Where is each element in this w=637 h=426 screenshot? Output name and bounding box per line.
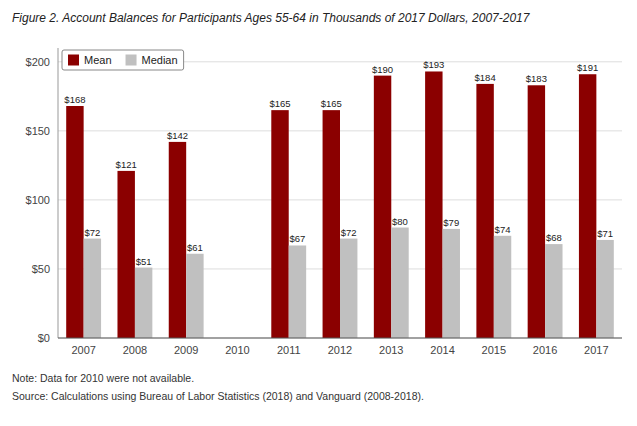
- bar: [391, 228, 408, 338]
- y-axis: [58, 48, 59, 338]
- title: Figure 2. Account Balances for Participa…: [12, 11, 531, 25]
- data-label: $191: [577, 62, 598, 73]
- bar: [579, 74, 596, 338]
- x-tick-label: 2014: [430, 344, 454, 356]
- legend-label: Mean: [84, 54, 112, 66]
- bar: [494, 236, 511, 338]
- data-label: $51: [136, 256, 152, 267]
- data-label: $184: [475, 72, 496, 83]
- bar: [271, 110, 288, 338]
- x-tick-label: 2016: [533, 344, 557, 356]
- data-label: $74: [495, 224, 511, 235]
- annotation: Source: Calculations using Bureau of Lab…: [12, 390, 424, 402]
- bar: [135, 268, 152, 338]
- x-tick-label: 2015: [482, 344, 506, 356]
- data-label: $68: [546, 232, 562, 243]
- bar: [596, 240, 613, 338]
- bar: [374, 76, 391, 338]
- legend-swatch: [126, 55, 137, 66]
- bar: [443, 229, 460, 338]
- bar: [476, 84, 493, 338]
- x-tick-label: 2011: [277, 344, 301, 356]
- bar: [186, 254, 203, 338]
- legend-box: [62, 50, 184, 70]
- y-tick-label: $150: [26, 125, 50, 137]
- data-label: $72: [84, 227, 100, 238]
- x-tick-label: 2017: [584, 344, 608, 356]
- x-tick-label: 2010: [225, 344, 249, 356]
- data-label: $193: [423, 59, 444, 70]
- x-tick-label: 2008: [123, 344, 147, 356]
- bar: [84, 239, 101, 338]
- bars: [66, 71, 614, 338]
- data-label: $165: [269, 98, 290, 109]
- y-tick-label: $0: [38, 332, 50, 344]
- bar: [289, 245, 306, 338]
- bar: [323, 110, 340, 338]
- bar: [66, 106, 83, 338]
- bar: [545, 244, 562, 338]
- data-label: $61: [187, 242, 203, 253]
- y-tick-label: $200: [26, 56, 50, 68]
- data-label: $71: [597, 228, 613, 239]
- legend: Mean Median: [62, 50, 184, 70]
- data-labels: $168 $121 $142 $165 $165 $190 $193 $184 $183 $191…: [64, 59, 613, 266]
- data-label: $67: [290, 233, 306, 244]
- bar: [528, 85, 545, 338]
- x-tick-label: 2013: [379, 344, 403, 356]
- data-label: $168: [64, 94, 85, 105]
- legend-label: Median: [142, 54, 178, 66]
- data-label: $183: [526, 73, 547, 84]
- data-label: $121: [116, 159, 137, 170]
- data-label: $80: [392, 216, 408, 227]
- data-label: $72: [341, 227, 357, 238]
- grid: [58, 62, 622, 338]
- y-tick-label: $50: [32, 263, 50, 275]
- x-axis: [58, 338, 622, 339]
- grid-line: [58, 338, 622, 339]
- bar: [425, 71, 442, 338]
- x-tick-label: 2007: [71, 344, 95, 356]
- y-tick-label: $100: [26, 194, 50, 206]
- chart: Figure 2. Account Balances for Participa…: [0, 0, 637, 426]
- annotation: Note: Data for 2010 were not available.: [12, 372, 194, 384]
- data-label: $165: [321, 98, 342, 109]
- legend-swatch: [68, 55, 79, 66]
- x-tick-label: 2012: [328, 344, 352, 356]
- data-label: $142: [167, 130, 188, 141]
- bar: [117, 171, 134, 338]
- data-label: $190: [372, 64, 393, 75]
- data-label: $79: [443, 217, 459, 228]
- bar: [169, 142, 186, 338]
- bar: [340, 239, 357, 338]
- x-tick-label: 2009: [174, 344, 198, 356]
